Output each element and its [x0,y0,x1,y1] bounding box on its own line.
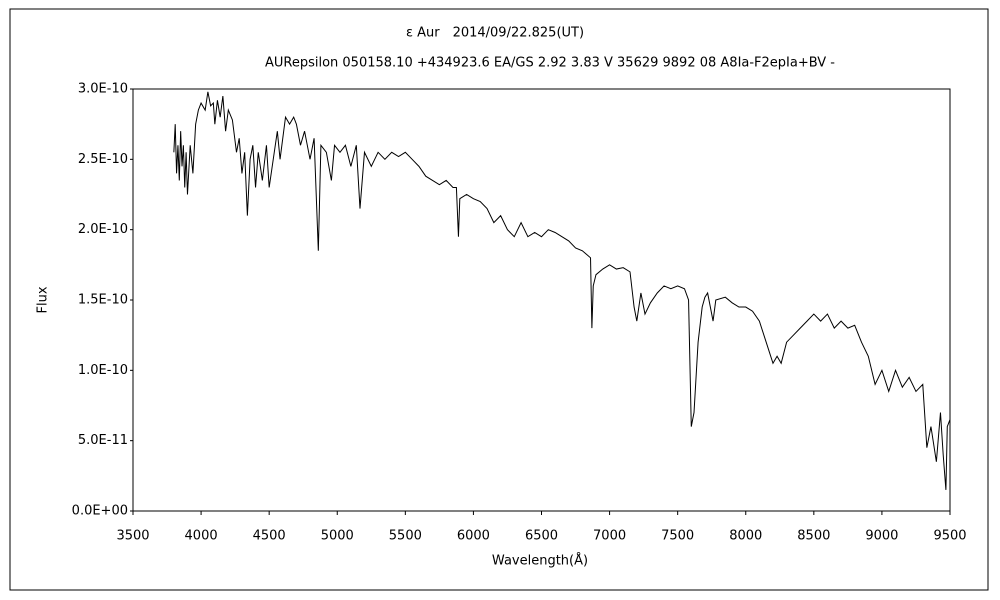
x-tick-label: 9000 [865,529,898,544]
x-tick-label: 6000 [457,529,490,544]
y-tick-label: 0.0E+00 [72,504,128,519]
x-tick-label: 7000 [593,529,626,544]
y-tick-label: 5.0E-11 [78,433,128,448]
x-tick-label: 5000 [321,529,354,544]
y-tick-label: 3.0E-10 [78,82,128,97]
x-tick-label: 4000 [185,529,218,544]
x-tick-label: 4500 [253,529,286,544]
x-tick-label: 6500 [525,529,558,544]
chart-subtitle: AURepsilon 050158.10 +434923.6 EA/GS 2.9… [265,56,835,71]
x-tick-label: 7500 [661,529,694,544]
x-axis-label: Wavelength(Å) [492,553,588,569]
y-tick-label: 2.5E-10 [78,152,128,167]
x-tick-label: 8000 [729,529,762,544]
x-tick-label: 5500 [389,529,422,544]
chart-frame [9,8,989,591]
y-tick-label: 2.0E-10 [78,222,128,237]
y-tick-label: 1.0E-10 [78,363,128,378]
y-axis-label: Flux [36,286,51,313]
x-tick-label: 3500 [116,529,149,544]
x-tick-label: 8500 [797,529,830,544]
chart-title: ε Aur 2014/09/22.825(UT) [406,26,584,41]
y-tick-label: 1.5E-10 [78,293,128,308]
x-tick-label: 9500 [933,529,966,544]
spectrum-line [173,91,951,490]
